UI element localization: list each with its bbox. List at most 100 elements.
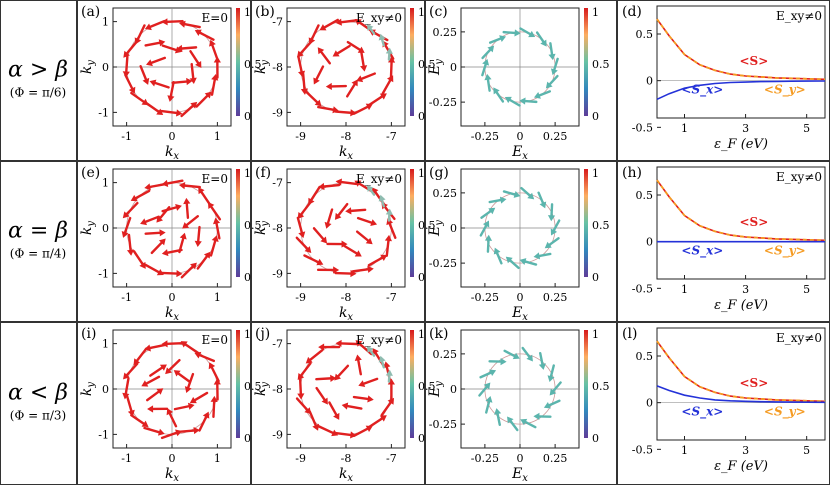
spin-arrow-head xyxy=(489,369,497,377)
colorbar xyxy=(236,8,240,116)
spin-arrow-head xyxy=(157,428,165,436)
x-tick-label: 1 xyxy=(681,283,688,296)
spin-arrow-shaft xyxy=(343,244,358,255)
x-tick-label: -7 xyxy=(386,291,397,304)
spin-arrow-head xyxy=(387,56,396,63)
spin-arrow-shaft xyxy=(535,31,545,43)
spin-arrow-head xyxy=(335,178,342,186)
y-tick-label: -1 xyxy=(98,106,109,119)
spin-arrow-head xyxy=(317,47,325,55)
colorbar-tick-label: 1 xyxy=(418,328,425,341)
spin-arrow-shaft xyxy=(183,23,201,29)
series-line xyxy=(656,179,826,242)
spin-arrow-head xyxy=(176,109,183,117)
colorbar-tick-label: 0.5 xyxy=(418,380,436,393)
spin-arrow-shaft xyxy=(360,72,376,80)
spin-arrow-shaft xyxy=(127,233,132,252)
colorbar-tick-label: 1 xyxy=(244,6,251,19)
plot-frame xyxy=(656,166,826,280)
spin-arrow-head xyxy=(547,375,555,382)
spin-arrow-shaft xyxy=(358,342,373,356)
x-axis-label: Ex xyxy=(511,305,528,323)
spin-arrow-shaft xyxy=(539,352,544,366)
spin-arrow-shaft xyxy=(212,400,216,419)
spin-arrow-shaft xyxy=(552,381,562,393)
spin-arrow-shaft xyxy=(296,216,303,234)
y-tick-label: 0 xyxy=(646,236,653,249)
spin-arrow-head xyxy=(484,73,492,81)
annotation: E_xy≠0 xyxy=(776,170,822,184)
spin-arrow-shaft xyxy=(160,271,178,275)
spin-arrow-shaft xyxy=(549,42,554,56)
spin-arrow-head xyxy=(334,212,342,220)
panel-label: (a) xyxy=(81,4,100,20)
spin-arrow-shaft xyxy=(196,255,208,270)
spin-arrow-shaft xyxy=(323,18,339,29)
series-label: <S_x> xyxy=(681,405,723,420)
y-tick-label: -1 xyxy=(98,267,109,280)
annotation: E=0 xyxy=(202,11,228,25)
spin-arrow-head xyxy=(195,60,202,68)
spin-arrow-head xyxy=(332,50,340,57)
y-tick-label: 0 xyxy=(646,397,653,410)
spin-arrow-shaft xyxy=(345,83,356,98)
spin-arrow-head xyxy=(544,241,552,249)
spin-arrow-head xyxy=(167,95,175,102)
x-axis-label: kx xyxy=(339,305,353,323)
spin-arrow-head xyxy=(189,396,197,404)
x-tick-label: 1 xyxy=(214,291,221,304)
spin-arrow-head xyxy=(519,258,527,266)
spin-arrow-head xyxy=(297,393,305,400)
phi-label: (Φ = π/3) xyxy=(10,409,66,423)
spin-arrow-head xyxy=(208,362,216,370)
spin-arrow-shaft xyxy=(509,420,519,432)
panel-h: (h) 1 3 5 0.5 0 -0.5 <S> <S_y> <S_x> E_xy≠0 ε_F (eV… xyxy=(622,165,826,313)
spin-arrow-shaft xyxy=(340,180,358,186)
colorbar-tick-label: 0 xyxy=(418,110,425,123)
spin-arrow-head xyxy=(140,218,147,226)
y-axis-label: ky xyxy=(79,60,97,74)
spin-arrow-head xyxy=(383,361,391,369)
y-axis-label: ky xyxy=(79,382,97,396)
phi-label: (Φ = π/4) xyxy=(10,247,66,261)
y-tick-label: -8 xyxy=(272,383,283,396)
spin-arrow-head xyxy=(367,265,374,273)
spin-arrow-head xyxy=(538,363,546,370)
spin-arrow-head xyxy=(499,35,507,42)
spin-arrow-shaft xyxy=(154,81,170,89)
spin-arrow-head xyxy=(316,258,324,266)
y-tick-label: 1 xyxy=(102,338,109,351)
spin-arrow-shaft xyxy=(180,265,194,279)
spin-arrow-head xyxy=(387,75,394,83)
plot-frame xyxy=(656,5,826,119)
spin-arrow-shaft xyxy=(389,61,393,79)
spin-arrow-shaft xyxy=(538,252,552,258)
spin-arrow-head xyxy=(384,234,392,242)
spin-arrow-head xyxy=(365,103,373,111)
x-tick-label: 0 xyxy=(517,452,524,465)
spin-arrow-head xyxy=(144,23,152,31)
colorbar-tick-label: 0.5 xyxy=(418,219,436,232)
colorbar xyxy=(236,330,240,438)
spin-arrow-shaft xyxy=(146,390,160,402)
panel-d: (d) 1 3 5 0.5 0 -0.5 <S> <S_y> <S_x> E_xy≠0 ε_F (eV… xyxy=(622,4,826,152)
x-tick-label: -8 xyxy=(341,452,352,465)
spin-arrow-head xyxy=(539,201,547,209)
y-tick-label: 0 xyxy=(450,383,457,396)
table-cell xyxy=(0,0,77,161)
spin-arrow-shaft xyxy=(144,215,160,223)
spin-arrow-head xyxy=(533,412,540,420)
faded-arrow-head xyxy=(378,33,386,41)
spin-arrow-head xyxy=(319,24,327,31)
row-label: α < β (Φ = π/3) xyxy=(8,381,68,423)
spin-arrow-shaft xyxy=(166,179,184,185)
faded-arrow-shaft xyxy=(380,360,385,369)
spin-arrow-head xyxy=(370,219,378,227)
spin-arrow-shaft xyxy=(125,395,133,412)
spin-arrow-shaft xyxy=(355,230,370,242)
series-label: <S_x> xyxy=(681,244,723,259)
spin-arrow-head xyxy=(184,386,192,393)
